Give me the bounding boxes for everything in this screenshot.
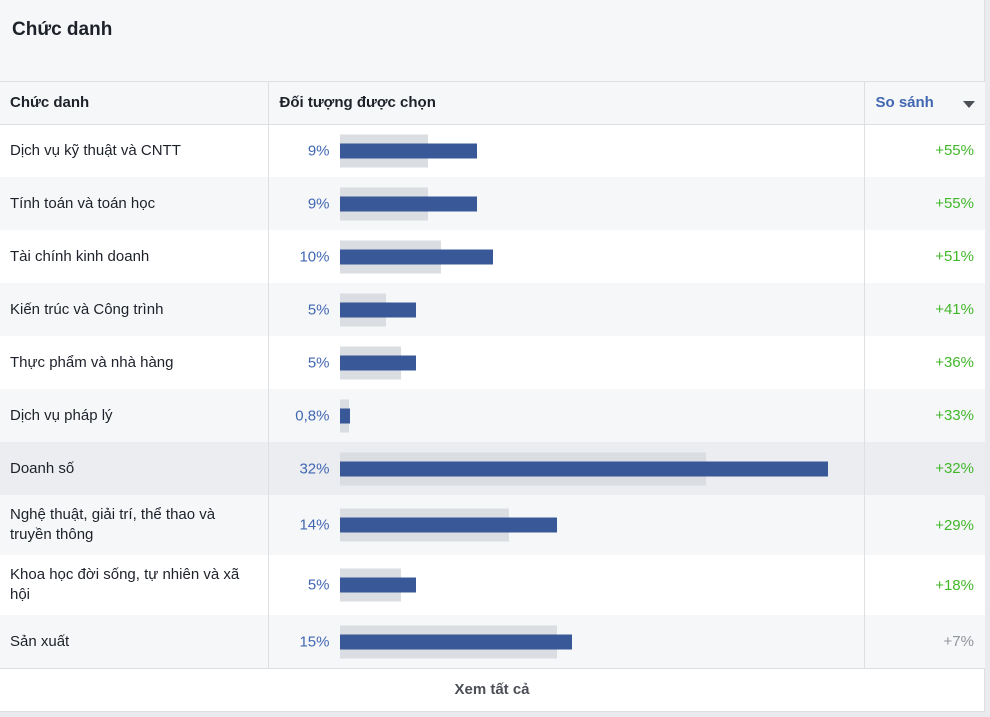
audience-percent: 9%	[307, 195, 330, 212]
row-compare-value: +29%	[863, 495, 985, 555]
row-audience-cell: 5%	[267, 336, 864, 389]
table-row: Sản xuất 15% +7%	[0, 615, 985, 668]
row-audience-cell: 15%	[267, 615, 864, 668]
compare-dropdown[interactable]: So sánh	[863, 82, 985, 125]
row-compare-value: +33%	[863, 389, 985, 442]
audience-bar	[339, 249, 493, 264]
row-audience-cell: 10%	[267, 230, 864, 283]
audience-percent: 15%	[299, 633, 330, 650]
compare-dropdown-label: So sánh	[875, 94, 934, 112]
table-row: Thực phẩm và nhà hàng 5% +36%	[0, 336, 985, 389]
row-compare-value: +36%	[863, 336, 985, 389]
card-title: Chức danh	[12, 19, 113, 40]
audience-percent: 9%	[307, 142, 330, 160]
row-audience-cell: 5%	[267, 555, 864, 615]
row-job-title: Dịch vụ pháp lý	[10, 406, 113, 424]
row-job-title: Tài chính kinh doanh	[10, 247, 150, 265]
row-audience-cell: 32%	[267, 442, 864, 495]
table-row: Tài chính kinh doanh 10% +51%	[0, 230, 985, 283]
see-all-button[interactable]: Xem tất cả	[0, 668, 984, 711]
row-compare-value: +18%	[863, 555, 985, 615]
audience-bar	[339, 302, 416, 317]
row-audience-cell: 14%	[267, 495, 864, 555]
audience-percent: 5%	[307, 301, 330, 318]
row-compare-value: +7%	[863, 615, 985, 668]
row-compare-value: +41%	[863, 283, 985, 336]
row-job-title: Doanh số	[10, 459, 75, 477]
table-row: Khoa học đời sống, tự nhiên và xã hội 5% +…	[0, 555, 985, 615]
audience-bar	[339, 634, 572, 649]
table-row: Doanh số 32% +32%	[0, 442, 985, 495]
row-audience-cell: 9%	[267, 177, 864, 230]
row-job-title: Nghệ thuật, giải trí, thể thao và truyền…	[10, 506, 216, 543]
audience-bar	[339, 196, 477, 211]
header-selected-audience: Đối tượng được chọn	[267, 82, 864, 125]
header-job-title: Chức danh	[0, 82, 268, 125]
card-header: Chức danh	[0, 0, 984, 82]
table-header-row: Chức danh Đối tượng được chọn So sánh	[0, 82, 985, 125]
table-row: Nghệ thuật, giải trí, thể thao và truyền…	[0, 495, 985, 555]
table-row: Kiến trúc và Công trình 5% +41%	[0, 283, 985, 336]
row-job-title: Kiến trúc và Công trình	[10, 300, 164, 318]
table-row: Tính toán và toán học 9% +55%	[0, 177, 985, 230]
table-row: Dịch vụ kỹ thuật và CNTT 9% +55%	[0, 124, 985, 177]
row-audience-cell: 0,8%	[267, 389, 864, 442]
row-job-title: Tính toán và toán học	[10, 194, 156, 212]
row-job-title: Thực phẩm và nhà hàng	[10, 353, 174, 371]
audience-bar	[339, 143, 477, 159]
row-audience-cell: 9%	[267, 124, 864, 177]
audience-bar	[339, 461, 828, 476]
row-compare-value: +55%	[863, 124, 985, 177]
audience-bar	[339, 408, 350, 423]
row-compare-value: +32%	[863, 442, 985, 495]
audience-percent: 14%	[299, 516, 330, 534]
audience-percent: 32%	[299, 460, 330, 477]
audience-percent: 10%	[299, 248, 330, 265]
row-job-title: Dịch vụ kỹ thuật và CNTT	[10, 141, 181, 159]
row-compare-value: +55%	[863, 177, 985, 230]
audience-percent: 0,8%	[295, 407, 330, 424]
audience-percent: 5%	[307, 354, 330, 371]
audience-bar	[339, 517, 557, 533]
audience-bar	[339, 355, 416, 370]
row-job-title: Khoa học đời sống, tự nhiên và xã hội	[10, 566, 240, 603]
row-compare-value: +51%	[863, 230, 985, 283]
job-title-table: Chức danh Đối tượng được chọn So sánh Dị…	[0, 82, 985, 668]
audience-percent: 5%	[307, 576, 330, 594]
row-audience-cell: 5%	[267, 283, 864, 336]
table-row: Dịch vụ pháp lý 0,8% +33%	[0, 389, 985, 442]
row-job-title: Sản xuất	[10, 632, 70, 650]
audience-bar	[339, 577, 416, 593]
chevron-down-icon	[963, 101, 975, 108]
